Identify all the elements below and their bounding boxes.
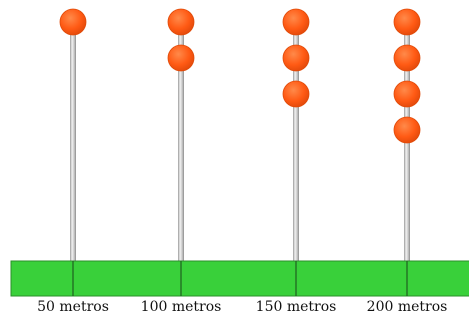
- pole-stick: [293, 22, 299, 262]
- bead: [282, 44, 310, 72]
- pole-stick: [178, 22, 184, 262]
- bead: [393, 116, 421, 144]
- bead: [167, 44, 195, 72]
- bead: [393, 8, 421, 36]
- poles-group: [59, 8, 421, 262]
- ground-bar: [10, 260, 469, 297]
- pole-3: [282, 8, 310, 262]
- pole-4: [393, 8, 421, 262]
- distance-label: 100 metros: [140, 299, 222, 315]
- distance-label: 200 metros: [366, 299, 448, 315]
- bead: [282, 8, 310, 36]
- pole-2: [167, 8, 195, 262]
- bead: [167, 8, 195, 36]
- pole-stick: [70, 22, 76, 262]
- bead: [282, 80, 310, 108]
- bead: [393, 80, 421, 108]
- ground-ticks: [72, 261, 408, 296]
- bead: [393, 44, 421, 72]
- bead: [59, 8, 87, 36]
- distance-label: 150 metros: [255, 299, 337, 315]
- pole-1: [59, 8, 87, 262]
- distance-label: 50 metros: [37, 299, 109, 315]
